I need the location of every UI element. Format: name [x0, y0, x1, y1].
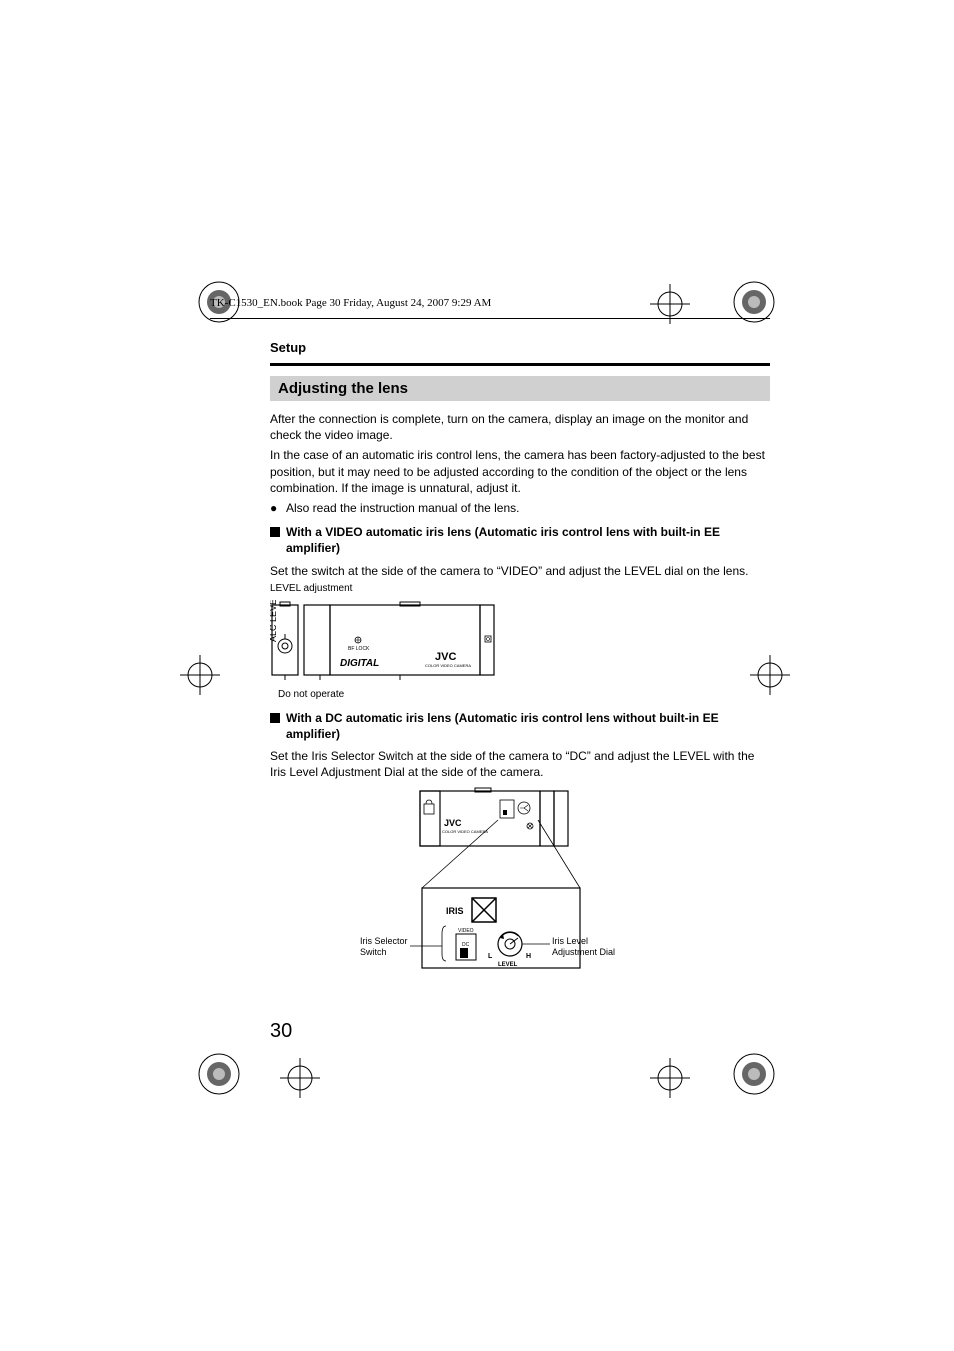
intro-p1: After the connection is complete, turn o…	[270, 411, 770, 443]
header-rule	[210, 318, 770, 319]
thick-rule	[270, 363, 770, 366]
sub1-title-text: With a VIDEO automatic iris lens (Automa…	[286, 524, 770, 556]
square-marker	[270, 527, 280, 537]
subsection-1-title: With a VIDEO automatic iris lens (Automa…	[270, 524, 770, 556]
section-title: Adjusting the lens	[270, 376, 770, 401]
sub1-caption-bottom: Do not operate	[278, 689, 770, 700]
digital-text: DIGITAL	[340, 658, 379, 669]
jvc-sub-text-2: COLOR VIDEO CAMERA	[442, 829, 488, 834]
page-number: 30	[270, 1020, 292, 1043]
iris-selector-label-2: Switch	[360, 947, 387, 957]
alc-label: ALC LEVEL	[270, 600, 278, 642]
bullet-marker: ●	[270, 500, 286, 516]
video-label: VIDEO	[458, 928, 474, 934]
sub2-title-text: With a DC automatic iris lens (Automatic…	[286, 710, 770, 742]
subsection-2-title: With a DC automatic iris lens (Automatic…	[270, 710, 770, 742]
reg-mark-bl	[195, 1050, 243, 1098]
sub2-body: Set the Iris Selector Switch at the side…	[270, 748, 770, 780]
iris-selector-label-1: Iris Selector	[360, 936, 408, 946]
l-label: L	[488, 953, 493, 960]
sub1-body: Set the switch at the side of the camera…	[270, 563, 770, 579]
crosshair-icon	[180, 655, 220, 695]
jvc-text-2: JVC	[444, 818, 462, 828]
iris-level-label-1: Iris Level	[552, 936, 588, 946]
dc-label: DC	[462, 942, 470, 948]
crosshair-icon	[650, 1058, 690, 1098]
header-book-info: TK-C1530_EN.book Page 30 Friday, August …	[210, 297, 491, 309]
jvc-sub-text: COLOR VIDEO CAMERA	[425, 663, 471, 668]
square-marker	[270, 713, 280, 723]
bullet-1: ● Also read the instruction manual of th…	[270, 500, 770, 516]
diagram-camera-callout: JVC COLOR VIDEO CAMERA IRIS	[360, 786, 770, 991]
iris-label: IRIS	[446, 906, 464, 916]
main-content: Setup Adjusting the lens After the conne…	[270, 340, 770, 1001]
setup-label: Setup	[270, 340, 770, 355]
intro-p2: In the case of an automatic iris control…	[270, 447, 770, 496]
reg-mark-br	[730, 1050, 778, 1098]
iris-level-label-2: Adjustment Dial	[552, 947, 615, 957]
diagram-camera-side: ALC LEVEL BF LOCK DIGITAL JVC COLOR VIDE…	[270, 600, 770, 685]
bflock-label: BF LOCK	[348, 646, 370, 652]
jvc-text: JVC	[435, 651, 456, 663]
bullet-text: Also read the instruction manual of the …	[286, 500, 519, 516]
crosshair-icon	[280, 1058, 320, 1098]
h-label: H	[526, 953, 531, 960]
level-label: LEVEL	[498, 962, 518, 968]
sub1-caption-top: LEVEL adjustment	[270, 583, 770, 594]
